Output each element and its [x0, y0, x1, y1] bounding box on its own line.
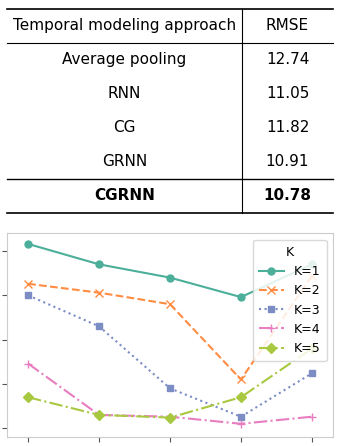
K=4 [97, 412, 101, 417]
Line: K=5: K=5 [24, 345, 316, 421]
K=1 [26, 241, 30, 247]
Line: K=4: K=4 [24, 359, 316, 428]
Text: CG: CG [113, 120, 136, 135]
K=1 [168, 275, 172, 280]
K=2 [97, 290, 101, 295]
K=1 [310, 262, 314, 267]
Text: 11.05: 11.05 [266, 87, 309, 101]
K=5 [239, 395, 243, 400]
Text: Average pooling: Average pooling [62, 52, 186, 67]
K=5 [97, 412, 101, 417]
K=2 [310, 273, 314, 278]
K=4 [239, 421, 243, 426]
K=4 [310, 414, 314, 419]
Text: GRNN: GRNN [102, 154, 147, 169]
Text: 12.74: 12.74 [266, 52, 309, 67]
Line: K=3: K=3 [24, 292, 316, 420]
Text: 11.82: 11.82 [266, 120, 309, 135]
K=3 [26, 293, 30, 298]
K=1 [239, 294, 243, 300]
Text: 10.78: 10.78 [264, 188, 311, 203]
K=1 [97, 262, 101, 267]
K=5 [168, 415, 172, 420]
K=2 [26, 281, 30, 286]
K=3 [97, 324, 101, 329]
Line: K=1: K=1 [24, 240, 316, 301]
Line: K=2: K=2 [24, 272, 316, 384]
Text: RNN: RNN [108, 87, 141, 101]
K=2 [239, 377, 243, 382]
K=3 [168, 386, 172, 391]
K=3 [310, 371, 314, 376]
Text: RMSE: RMSE [266, 18, 309, 33]
K=5 [310, 346, 314, 351]
K=2 [168, 301, 172, 307]
K=4 [26, 361, 30, 366]
Legend: K=1, K=2, K=3, K=4, K=5: K=1, K=2, K=3, K=4, K=5 [253, 240, 327, 361]
Text: CGRNN: CGRNN [94, 188, 155, 203]
K=3 [239, 414, 243, 419]
Text: 10.91: 10.91 [266, 154, 309, 169]
K=5 [26, 395, 30, 400]
Text: Temporal modeling approach: Temporal modeling approach [13, 18, 236, 33]
K=4 [168, 414, 172, 419]
